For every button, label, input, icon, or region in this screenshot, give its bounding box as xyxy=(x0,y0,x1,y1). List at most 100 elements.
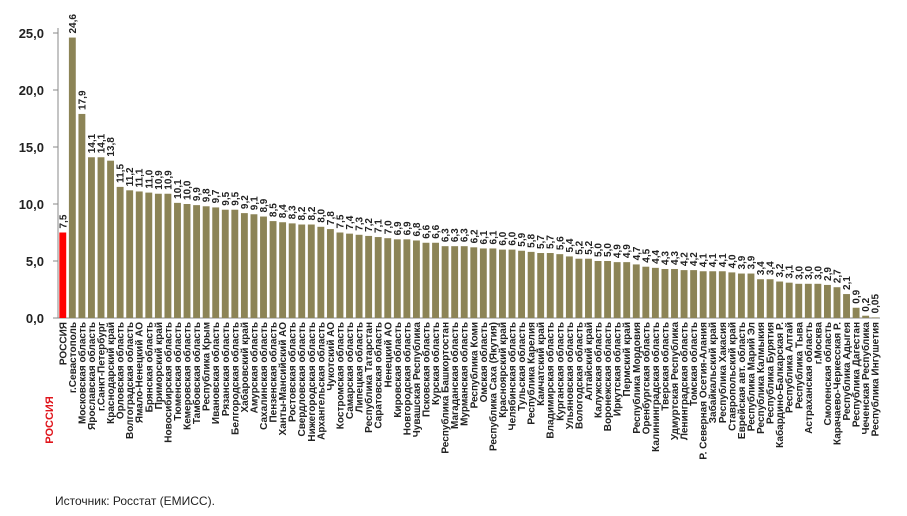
value-label: 7,1 xyxy=(374,219,385,233)
bar xyxy=(221,209,229,318)
bar xyxy=(126,190,134,318)
x-tick-label: Ставропольский край xyxy=(727,322,738,431)
value-label: 6,1 xyxy=(479,230,490,244)
bar xyxy=(78,113,86,318)
value-label: 10,1 xyxy=(173,179,184,199)
value-label: 14,1 xyxy=(87,133,98,153)
value-label: 7,3 xyxy=(355,216,366,230)
bar xyxy=(154,193,162,318)
bar xyxy=(288,223,296,318)
x-tick-label: Магаданская область xyxy=(449,322,461,429)
source: Источник: Росстат (ЕМИСС). xyxy=(55,494,215,508)
x-tick-label: Мурманская область xyxy=(459,322,471,426)
x-tick-label: г.Севастополь xyxy=(68,322,79,393)
bar xyxy=(776,281,784,318)
x-tick-label: Омская область xyxy=(478,322,490,402)
x-tick-label: Республика Карелия xyxy=(526,322,538,425)
x-tick-label: Ярославская область xyxy=(86,322,98,430)
x-tick-label: Республика Башкортостан xyxy=(440,322,452,454)
bar xyxy=(269,221,277,318)
bar xyxy=(145,192,153,318)
value-label: 4,1 xyxy=(708,253,719,267)
bar xyxy=(174,202,181,318)
bar xyxy=(135,191,143,318)
value-label: 4,1 xyxy=(718,253,729,267)
bar xyxy=(518,250,526,318)
x-tick-label: Чукотский АО xyxy=(326,322,337,391)
x-tick-label: Камчатский край xyxy=(536,322,547,406)
bar xyxy=(250,214,258,318)
value-label: 8,2 xyxy=(307,206,318,220)
value-label: 8,3 xyxy=(288,205,299,219)
x-tick-label: Оренбургская область xyxy=(640,322,652,434)
value-label: 8,4 xyxy=(278,204,289,218)
bar xyxy=(164,193,172,318)
x-tick-label: Новосибирская область xyxy=(162,322,174,443)
bar xyxy=(709,271,717,318)
value-label: 9,5 xyxy=(221,191,232,205)
value-label: 6,3 xyxy=(441,228,452,242)
value-label: 14,1 xyxy=(97,133,108,153)
bar xyxy=(508,249,516,318)
x-tick-label: Кемеровская область xyxy=(182,322,194,430)
x-tick-label: Рязанская область xyxy=(220,322,232,416)
bar xyxy=(489,248,497,318)
value-label: 4,7 xyxy=(632,246,643,260)
bar xyxy=(823,284,831,318)
value-label: 5,7 xyxy=(536,235,547,249)
x-tick-label: Волгоградская область xyxy=(124,322,136,439)
x-tick-label: Ростовская область xyxy=(287,322,299,422)
value-label: 6,9 xyxy=(402,221,413,235)
x-tick-label: Свердловская область xyxy=(296,322,308,437)
x-tick-label: Архангельская область xyxy=(315,322,327,440)
x-tick-label: Ульяновская область xyxy=(564,322,576,429)
value-label: 7,8 xyxy=(326,211,337,225)
x-tick-label: Тамбовская область xyxy=(191,322,203,424)
bar xyxy=(231,209,239,318)
bar xyxy=(699,271,707,318)
x-tick-label: Белгородская область xyxy=(229,322,241,435)
x-tick-label: г.Москва xyxy=(813,322,824,365)
bar xyxy=(671,268,678,318)
bar xyxy=(355,234,363,318)
x-tick-label: Республика Бурятия xyxy=(765,322,777,424)
value-label: 3,4 xyxy=(766,261,777,275)
bar xyxy=(642,266,650,318)
x-tick-label: Амурская область xyxy=(248,322,260,413)
x-tick-label: Курская область xyxy=(430,322,442,405)
value-label: 17,9 xyxy=(77,90,88,110)
bar xyxy=(804,283,812,318)
bar xyxy=(212,207,220,318)
bar xyxy=(346,233,353,318)
bar xyxy=(460,246,468,318)
value-label: 4,9 xyxy=(622,244,633,258)
bar xyxy=(307,224,315,318)
value-label: 2,9 xyxy=(823,267,834,281)
value-label: 10,9 xyxy=(154,170,165,190)
value-label: 3,9 xyxy=(737,255,748,269)
x-tick-label: Псковская область xyxy=(420,322,432,417)
bar xyxy=(240,213,248,318)
bar xyxy=(97,157,105,318)
y-tick-label: 10,0 xyxy=(19,197,44,212)
bar xyxy=(604,261,612,318)
value-label: 5,0 xyxy=(603,243,614,257)
x-tick-label: Пензенская область xyxy=(268,322,280,423)
bar xyxy=(107,160,115,318)
value-label: 8,0 xyxy=(316,208,327,222)
bar xyxy=(384,238,392,318)
bar xyxy=(336,232,344,318)
bar xyxy=(451,246,459,318)
value-label: 11,2 xyxy=(125,167,136,186)
bar xyxy=(565,256,573,318)
bar xyxy=(116,186,124,318)
bar xyxy=(728,272,736,318)
bar xyxy=(403,239,411,318)
value-label: 0,9 xyxy=(852,289,863,303)
x-tick-label: г.Санкт-Петербург xyxy=(96,322,108,411)
x-tick-label: Красноярский край xyxy=(498,322,509,418)
value-label: 4,3 xyxy=(670,251,681,265)
x-tick-label: Липецкая область xyxy=(354,322,366,413)
value-label: 3,4 xyxy=(756,261,767,275)
